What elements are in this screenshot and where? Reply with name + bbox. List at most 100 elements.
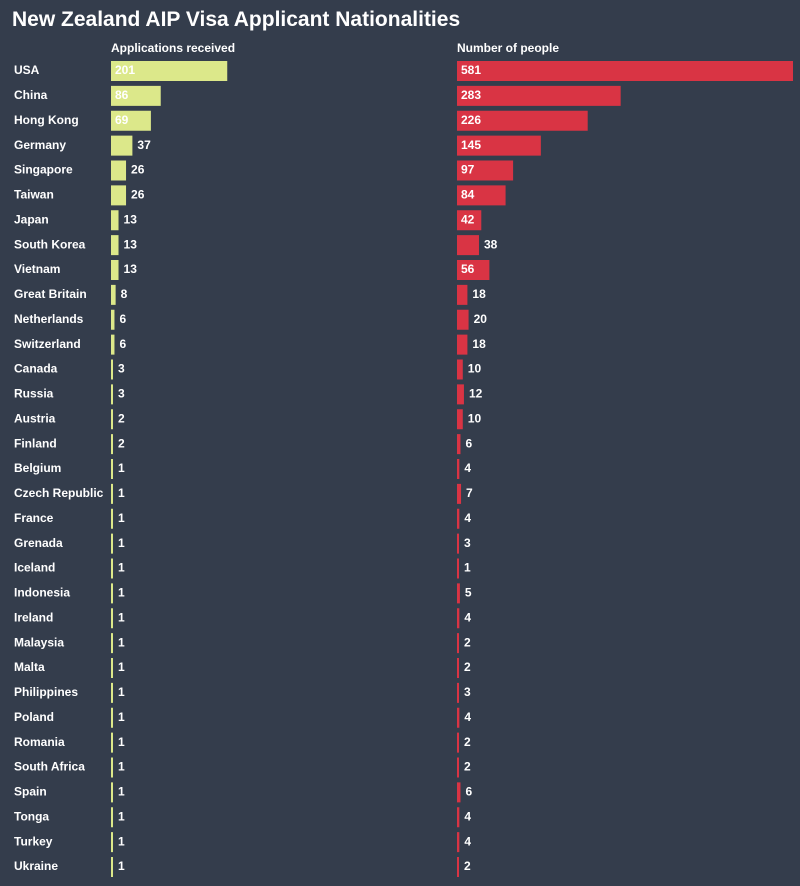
bar (457, 707, 460, 728)
bar (111, 508, 113, 529)
bar (457, 85, 621, 106)
bar (111, 583, 113, 604)
bar (111, 608, 113, 629)
value-label: 4 (464, 610, 471, 624)
category-label: Turkey (14, 834, 53, 848)
value-label: 6 (465, 436, 472, 450)
category-label: Great Britain (14, 287, 87, 301)
category-label: China (14, 88, 48, 102)
value-label: 20 (474, 312, 488, 326)
value-label: 1 (118, 859, 125, 873)
value-label: 1 (118, 486, 125, 500)
bar (111, 682, 113, 703)
value-label: 37 (137, 138, 151, 152)
bar (111, 235, 119, 256)
value-label: 26 (131, 163, 145, 177)
category-label: Japan (14, 212, 49, 226)
category-label: Poland (14, 710, 54, 724)
value-label: 145 (461, 138, 481, 152)
bar (111, 409, 113, 430)
bar (457, 235, 479, 256)
value-label: 3 (118, 387, 125, 401)
category-label: Malaysia (14, 635, 64, 649)
bar (111, 782, 113, 803)
category-label: Spain (14, 785, 47, 799)
value-label: 38 (484, 237, 498, 251)
category-label: Belgium (14, 461, 61, 475)
bar (111, 185, 127, 206)
bar (111, 110, 151, 131)
value-label: 2 (464, 660, 471, 674)
bar (457, 583, 460, 604)
bar (457, 284, 468, 305)
bar (457, 633, 459, 654)
value-label: 1 (118, 610, 125, 624)
value-label: 4 (464, 461, 471, 475)
bar (111, 483, 113, 504)
value-label: 1 (118, 536, 125, 550)
value-label: 4 (464, 809, 471, 823)
value-label: 6 (465, 785, 472, 799)
panel-header: Applications received (111, 41, 235, 55)
bar (111, 85, 161, 106)
bar (457, 384, 464, 405)
value-label: 2 (464, 760, 471, 774)
value-label: 18 (472, 287, 486, 301)
value-label: 69 (115, 113, 129, 127)
value-label: 2 (118, 411, 125, 425)
category-label: Singapore (14, 163, 73, 177)
bar (111, 558, 113, 579)
bar (111, 633, 113, 654)
value-label: 1 (118, 735, 125, 749)
bar (457, 807, 460, 828)
bar (111, 61, 228, 81)
bar (457, 757, 459, 778)
value-label: 1 (118, 760, 125, 774)
bar (457, 483, 462, 504)
value-label: 201 (115, 63, 135, 77)
value-label: 1 (118, 561, 125, 575)
value-label: 283 (461, 88, 481, 102)
value-label: 2 (464, 635, 471, 649)
value-label: 1 (118, 635, 125, 649)
category-label: Grenada (14, 536, 63, 550)
bar (111, 210, 119, 231)
bar (111, 757, 113, 778)
category-label: Philippines (14, 685, 78, 699)
bar (111, 260, 119, 280)
value-label: 4 (464, 710, 471, 724)
bar (111, 857, 113, 877)
value-label: 8 (121, 287, 128, 301)
category-label: Romania (14, 735, 65, 749)
value-label: 1 (118, 785, 125, 799)
category-label: Czech Republic (14, 486, 104, 500)
category-label: Ireland (14, 610, 53, 624)
value-label: 4 (464, 834, 471, 848)
value-label: 1 (118, 586, 125, 600)
bar (457, 110, 588, 131)
bar (111, 384, 113, 405)
bar (111, 732, 113, 753)
bar (111, 359, 113, 380)
value-label: 7 (466, 486, 473, 500)
category-label: Switzerland (14, 337, 81, 351)
bar (457, 160, 514, 181)
category-label: Iceland (14, 561, 55, 575)
value-label: 226 (461, 113, 481, 127)
bar (457, 658, 459, 678)
value-label: 5 (465, 586, 472, 600)
bar (457, 210, 482, 231)
value-label: 56 (461, 262, 475, 276)
category-label: South Africa (14, 760, 85, 774)
value-label: 10 (468, 411, 482, 425)
category-label: Malta (14, 660, 45, 674)
chart-title: New Zealand AIP Visa Applicant Nationali… (12, 8, 460, 31)
category-label: Netherlands (14, 312, 84, 326)
bar (457, 61, 793, 81)
value-label: 1 (118, 834, 125, 848)
bar (111, 284, 116, 305)
bar (457, 260, 490, 280)
category-label: Tonga (14, 809, 49, 823)
category-label: Canada (14, 362, 58, 376)
